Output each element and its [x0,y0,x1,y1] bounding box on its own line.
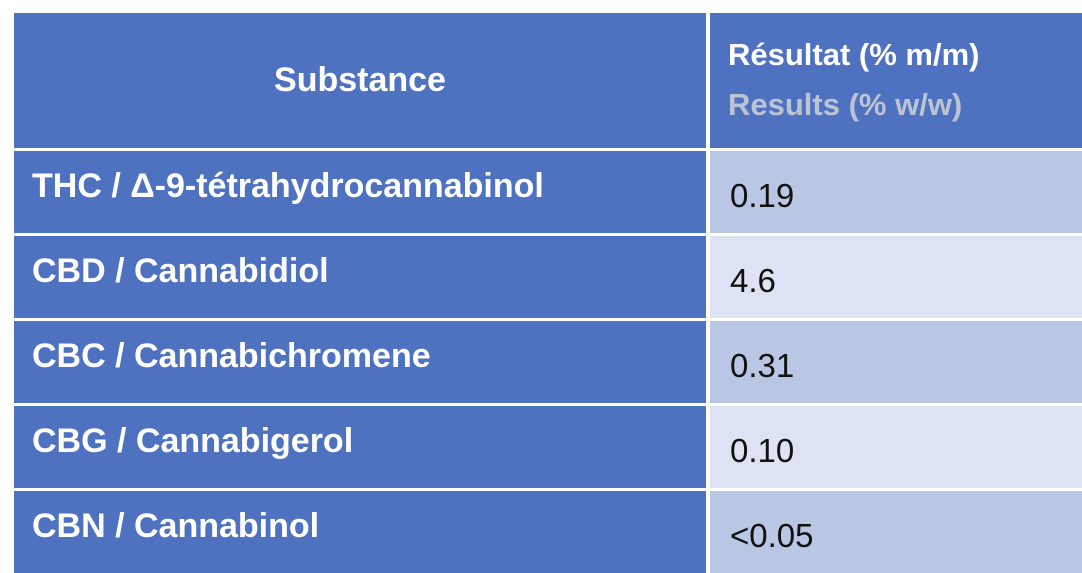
substance-cell: THC / Δ-9-tétrahydrocannabinol [14,149,710,236]
result-cell: 4.6 [708,234,1082,321]
substance-column-header: Substance [14,13,710,151]
substance-cell: CBD / Cannabidiol [14,234,710,321]
table-row: CBC / Cannabichromene 0.31 [14,319,1082,406]
results-table: Substance Résultat (% m/m) Results (% w/… [14,13,1082,573]
substance-cell: CBC / Cannabichromene [14,319,710,406]
table-header-row: Substance Résultat (% m/m) Results (% w/… [14,13,1082,151]
result-header-french: Résultat (% m/m) [728,37,980,73]
result-cell: 0.19 [708,149,1082,236]
result-cell: <0.05 [708,489,1082,573]
substance-cell: CBN / Cannabinol [14,489,710,573]
substance-cell: CBG / Cannabigerol [14,404,710,491]
result-cell: 0.10 [708,404,1082,491]
table-row: CBN / Cannabinol <0.05 [14,489,1082,573]
result-header-english: Results (% w/w) [728,87,963,123]
table-row: CBG / Cannabigerol 0.10 [14,404,1082,491]
table-row: CBD / Cannabidiol 4.6 [14,234,1082,321]
table-row: THC / Δ-9-tétrahydrocannabinol 0.19 [14,149,1082,236]
result-cell: 0.31 [708,319,1082,406]
result-column-header: Résultat (% m/m) Results (% w/w) [708,13,1082,151]
